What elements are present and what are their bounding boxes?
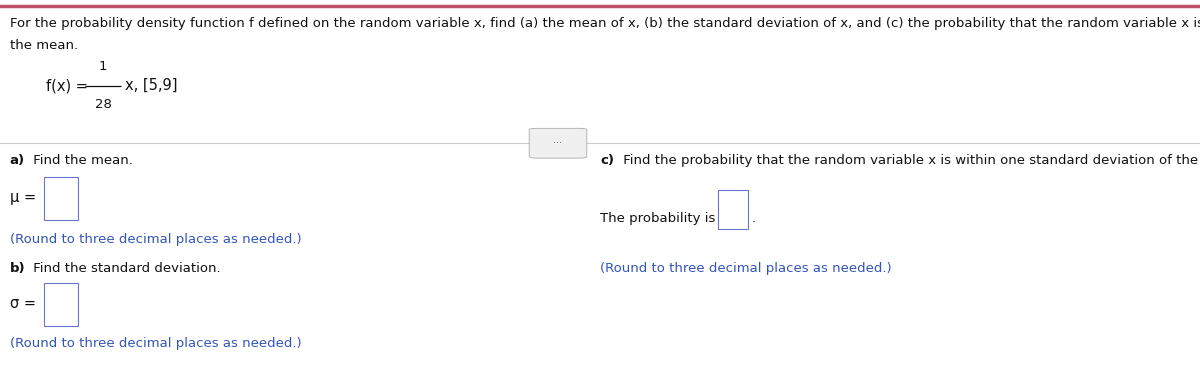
- Text: .: .: [751, 212, 755, 225]
- Text: (Round to three decimal places as needed.): (Round to three decimal places as needed…: [10, 232, 301, 246]
- FancyBboxPatch shape: [529, 128, 587, 158]
- Text: 1: 1: [98, 60, 108, 73]
- Text: a): a): [10, 154, 25, 167]
- Text: the mean.: the mean.: [10, 39, 78, 52]
- Text: Find the probability that the random variable x is within one standard deviation: Find the probability that the random var…: [619, 154, 1200, 167]
- Text: ···: ···: [553, 138, 563, 148]
- Text: f(x) =: f(x) =: [46, 78, 92, 93]
- Text: μ =: μ =: [10, 190, 41, 205]
- FancyBboxPatch shape: [718, 190, 748, 229]
- Text: σ =: σ =: [10, 296, 41, 311]
- FancyBboxPatch shape: [44, 283, 78, 326]
- Text: Find the standard deviation.: Find the standard deviation.: [29, 262, 221, 275]
- Text: x, [5,9]: x, [5,9]: [125, 78, 178, 93]
- Text: 28: 28: [95, 99, 112, 111]
- FancyBboxPatch shape: [44, 177, 78, 220]
- Text: (Round to three decimal places as needed.): (Round to three decimal places as needed…: [10, 337, 301, 350]
- Text: (Round to three decimal places as needed.): (Round to three decimal places as needed…: [600, 262, 892, 275]
- Text: The probability is: The probability is: [600, 212, 720, 225]
- Text: b): b): [10, 262, 25, 275]
- Text: c): c): [600, 154, 614, 167]
- Text: Find the mean.: Find the mean.: [29, 154, 133, 167]
- Text: For the probability density function f defined on the random variable x, find (a: For the probability density function f d…: [10, 17, 1200, 30]
